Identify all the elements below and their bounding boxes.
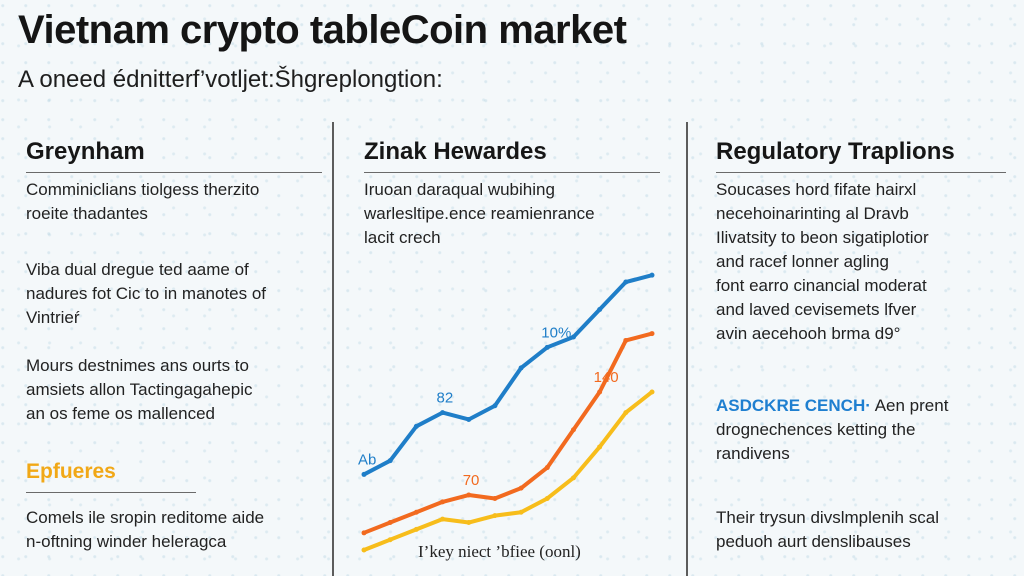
series-0-data-label-1: 10% [541,324,571,341]
line-chart: 82 10% Ab 70 140 [358,272,655,553]
series-1-data-label-1: 140 [594,369,619,386]
series-1-point-5 [492,495,498,501]
left-column-heading: Greynham [26,138,145,165]
series-1-point-6 [518,485,524,491]
series-line-1 [362,331,654,535]
series-1-point-3 [440,499,446,505]
series-2-point-9 [597,444,603,450]
left-heading-rule [26,172,322,173]
series-0-point-1 [387,458,393,464]
series-1-point-0 [361,530,367,536]
series-2-point-7 [544,495,550,501]
series-0-point-9 [597,307,603,313]
right-paragraph-2: drognechences ketting the randivens [716,420,916,463]
series-1-point-9 [597,389,603,395]
series-1-point-1 [387,520,393,526]
series-2-point-3 [440,516,446,522]
series-0-point-5 [492,403,498,409]
series-0-point-10 [623,279,629,285]
series-0-point-6 [518,365,524,371]
right-highlight-label: ASDCKRE CENCH· [716,396,871,415]
series-2-point-0 [361,547,367,553]
series-1-point-11 [649,331,655,337]
left-paragraph-2: Viba dual dregue ted aame of nadures fot… [26,260,267,327]
series-1-point-7 [544,465,550,471]
series-0-point-3 [440,410,446,416]
series-1-point-10 [623,337,629,343]
series-0-point-8 [570,334,576,340]
series-2-point-2 [413,526,419,532]
left-section-label: Epfueres [26,460,116,483]
series-0-point-2 [413,423,419,429]
series-line-0 [362,273,654,477]
right-column-heading: Regulatory Traplions [716,138,955,165]
series-1-data-label-0: 70 [463,472,480,489]
series-0-data-label-2: Ab [358,451,376,468]
right-paragraph-3: Their trysun divslmplenih scal peduoh au… [716,508,939,551]
left-paragraph-4: Comels ile sropin reditome aide n-oftnin… [26,508,265,551]
page-title: Vietnam crypto tableCoin market [18,8,627,52]
column-divider-right [686,122,688,576]
left-paragraph-1: Comminiclians tiolgess therzito roeite t… [26,180,260,223]
right-highlight-rest: Aen prent [870,396,949,415]
page-subtitle: A oneed édnitterf’votljet:Šhgreplongtion… [18,66,443,93]
middle-column-heading: Zinak Hewardes [364,138,547,165]
series-2-point-1 [387,537,393,543]
series-2-point-10 [623,410,629,416]
series-1-point-8 [570,427,576,433]
right-heading-rule [716,172,1006,173]
series-line-2 [362,389,654,552]
series-2-point-8 [570,475,576,481]
right-paragraph-1: Soucases hord fifate hairxl necehoinarin… [716,180,929,343]
series-2-point-5 [492,513,498,519]
right-highlight-line: ASDCKRE CENCH· Aen prent [716,394,1016,418]
series-1-point-4 [466,492,472,498]
chart-caption: I’key niect ’bfiee (oonl) [418,542,581,561]
middle-paragraph-1: Iruoan daraqual wubihing warlesltipe.enc… [364,180,595,247]
series-0-data-label-0: 82 [437,390,454,407]
series-0-point-7 [544,344,550,350]
series-2-point-11 [649,389,655,395]
series-0-point-4 [466,416,472,422]
left-section-rule [26,492,196,493]
left-paragraph-3: Mours destnimes ans ourts to amsiets all… [26,356,253,423]
series-0-point-0 [361,471,367,477]
column-divider-left [332,122,334,576]
series-0-point-11 [649,272,655,278]
series-2-point-6 [518,509,524,515]
series-1-point-2 [413,509,419,515]
series-2-point-4 [466,520,472,526]
middle-heading-rule [364,172,660,173]
